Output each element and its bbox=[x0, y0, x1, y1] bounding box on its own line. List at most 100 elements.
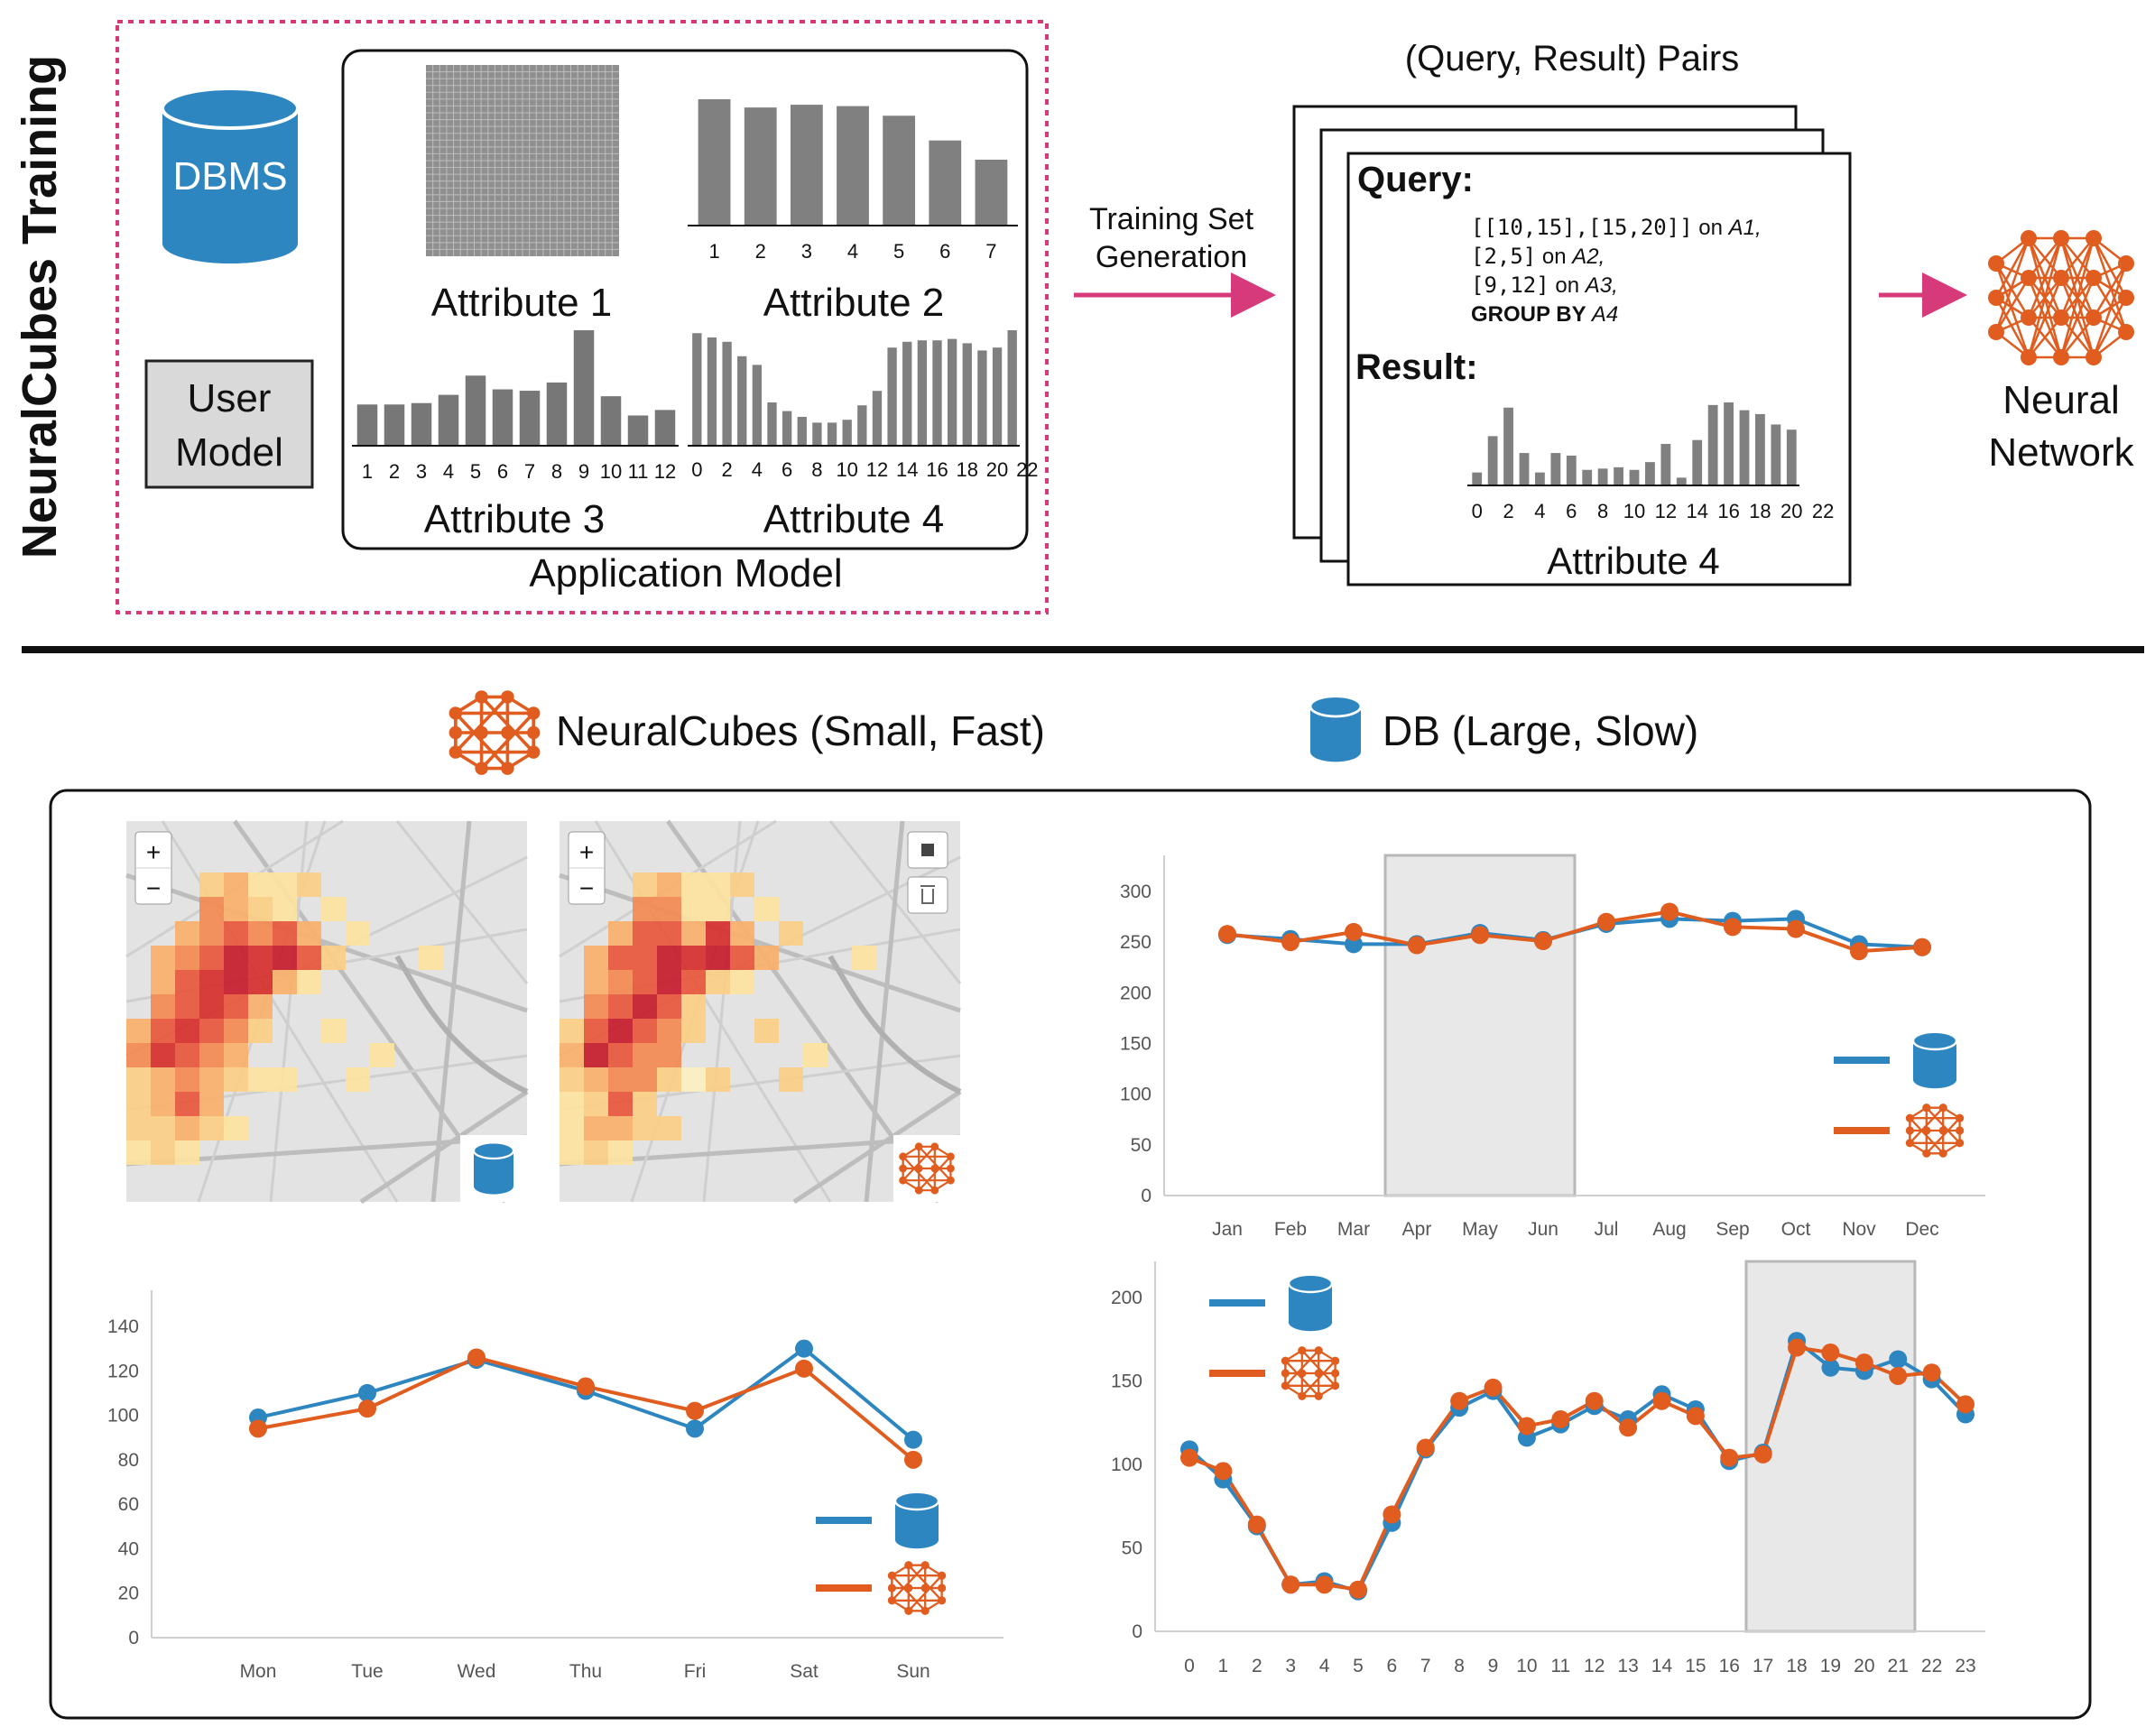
heat-cell bbox=[346, 921, 370, 946]
neuralcubes-data-point bbox=[1913, 937, 1931, 956]
x-tick-label: Dec bbox=[1905, 1219, 1938, 1240]
heat-cell bbox=[633, 897, 657, 921]
neural-network-label-1: Neural bbox=[2002, 378, 2120, 422]
heat-cell bbox=[175, 994, 199, 1019]
histogram-bar bbox=[782, 411, 792, 446]
heat-cell bbox=[608, 994, 633, 1019]
heat-cell bbox=[657, 1043, 681, 1067]
heat-cell bbox=[681, 946, 706, 970]
heat-cell bbox=[321, 946, 346, 970]
icon-use bbox=[1911, 1030, 1958, 1090]
heat-cell bbox=[560, 1092, 584, 1116]
zoom-in-button[interactable]: + bbox=[146, 838, 161, 866]
heat-cell bbox=[126, 1019, 151, 1043]
tick-label: 14 bbox=[896, 458, 918, 481]
network-edge bbox=[2060, 317, 2095, 358]
neuralcubes-data-point bbox=[1281, 933, 1299, 952]
histogram-bar bbox=[1519, 453, 1530, 485]
result-ticks: 0 2 4 6 8 10 12 14 16 18 20 22 bbox=[1472, 500, 1835, 522]
x-tick-label: Sat bbox=[790, 1661, 819, 1682]
attribute-4-label: Attribute 4 bbox=[763, 497, 945, 541]
histogram-bar bbox=[1566, 455, 1577, 485]
x-tick-label: Jul bbox=[1595, 1219, 1619, 1240]
attribute-2-histogram bbox=[698, 99, 1008, 226]
tick-label: 4 bbox=[1534, 500, 1545, 522]
heat-cell bbox=[560, 1116, 584, 1140]
tick-label: 6 bbox=[782, 458, 792, 481]
neuralcubes-data-point bbox=[1218, 925, 1236, 944]
histogram-bar bbox=[992, 347, 1003, 446]
histogram-bar bbox=[767, 402, 777, 446]
x-tick-label: 21 bbox=[1888, 1656, 1909, 1676]
tick-label: 9 bbox=[578, 460, 589, 483]
tick-label: 16 bbox=[926, 458, 948, 481]
x-tick-label: 12 bbox=[1584, 1656, 1605, 1676]
attribute-4-ticks: 0 2 4 6 8 10 12 14 16 18 20 22 bbox=[691, 458, 1038, 481]
histogram-bar bbox=[947, 338, 957, 446]
neuralcubes-data-point bbox=[1471, 926, 1489, 945]
heat-cell bbox=[151, 946, 175, 970]
zoom-out-button[interactable]: − bbox=[146, 874, 161, 902]
heat-cell bbox=[633, 1043, 657, 1067]
zoom-in-button[interactable]: + bbox=[579, 838, 594, 866]
network-edge bbox=[1994, 297, 2030, 358]
heat-cell bbox=[175, 946, 199, 970]
histogram-bar bbox=[519, 391, 541, 446]
x-tick-label: 14 bbox=[1651, 1656, 1673, 1676]
heat-cell bbox=[297, 946, 321, 970]
heat-cell bbox=[657, 1019, 681, 1043]
heat-cell bbox=[321, 1019, 346, 1043]
neural-network-icon bbox=[886, 1559, 948, 1617]
histogram-bar bbox=[1676, 477, 1687, 485]
histogram-bar bbox=[962, 343, 972, 446]
heat-cell bbox=[248, 921, 273, 946]
neuralcubes-data-point bbox=[358, 1399, 376, 1418]
heat-cell bbox=[633, 921, 657, 946]
query-label: Query: bbox=[1357, 160, 1474, 199]
network-edge bbox=[1994, 277, 2030, 333]
selection-brush[interactable] bbox=[1744, 1260, 1917, 1633]
heat-cell bbox=[730, 970, 754, 994]
network-node bbox=[1988, 290, 2004, 306]
heat-cell bbox=[224, 1067, 248, 1092]
histogram-bar bbox=[929, 140, 962, 226]
histogram-bar bbox=[1786, 429, 1797, 485]
heat-cell bbox=[248, 897, 273, 921]
tick-label: 1 bbox=[362, 460, 373, 483]
tick-label: 4 bbox=[443, 460, 454, 483]
neuralcubes-data-point bbox=[1408, 936, 1426, 955]
heat-cell bbox=[224, 1116, 248, 1140]
selection-brush[interactable] bbox=[1383, 854, 1577, 1197]
user-model-box bbox=[144, 359, 314, 489]
map-db: +− bbox=[125, 819, 529, 1205]
histogram-bar bbox=[1707, 404, 1718, 485]
histogram-bar bbox=[692, 333, 702, 446]
heat-cell bbox=[199, 897, 224, 921]
neuralcubes-data-point bbox=[1180, 1448, 1198, 1467]
neuralcubes-data-point bbox=[1889, 1366, 1908, 1385]
x-tick-label: 5 bbox=[1353, 1656, 1364, 1676]
heat-cell bbox=[608, 1019, 633, 1043]
attribute-3-histogram bbox=[356, 330, 676, 446]
tick-label: 22 bbox=[1016, 458, 1038, 481]
histogram-bar bbox=[1660, 444, 1671, 485]
heat-cell bbox=[657, 897, 681, 921]
db-data-point bbox=[795, 1339, 813, 1358]
neuralcubes-data-point bbox=[1753, 1445, 1772, 1464]
heat-cell bbox=[633, 970, 657, 994]
heat-cell bbox=[248, 946, 273, 970]
network-node bbox=[2118, 255, 2134, 272]
neuralcubes-data-point bbox=[1315, 1575, 1334, 1594]
heat-cell bbox=[633, 994, 657, 1019]
attribute-2-ticks: 1 2 3 4 5 6 7 bbox=[708, 240, 996, 263]
delete-button[interactable] bbox=[907, 876, 948, 914]
tick-label: 14 bbox=[1686, 500, 1707, 522]
database-icon bbox=[1911, 1030, 1958, 1090]
histogram-bar bbox=[627, 415, 649, 446]
heat-cell bbox=[560, 1140, 584, 1165]
tick-label: 6 bbox=[497, 460, 508, 483]
heat-cell bbox=[248, 873, 273, 897]
zoom-out-button[interactable]: − bbox=[579, 874, 594, 902]
legend-neuralcubes-icon bbox=[447, 688, 542, 777]
neuralcubes-data-point bbox=[1281, 1575, 1300, 1594]
